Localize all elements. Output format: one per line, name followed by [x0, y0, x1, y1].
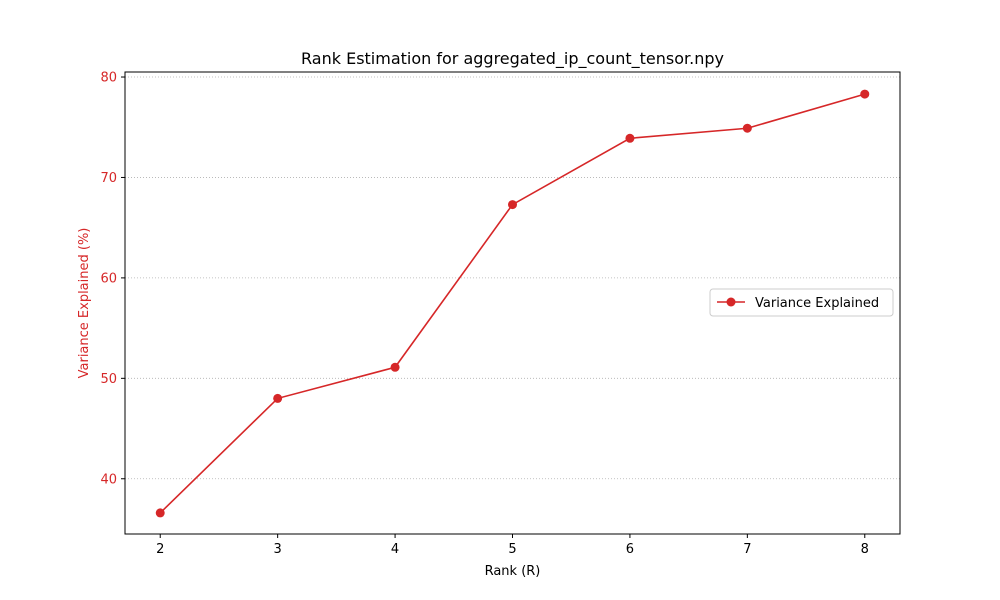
y-tick-label: 50	[100, 372, 117, 387]
y-tick-label: 40	[100, 472, 117, 487]
y-tick-layer: 40 50 60 70 80	[100, 71, 125, 487]
x-tick-label: 5	[508, 542, 516, 557]
data-point	[625, 133, 635, 143]
x-tick-label: 3	[274, 542, 282, 557]
legend: Variance Explained	[709, 288, 894, 317]
y-axis-label: Variance Explained (%)	[77, 228, 92, 379]
legend-label: Variance Explained	[755, 296, 879, 311]
x-tick-label: 2	[156, 542, 164, 557]
x-axis-label: Rank (R)	[485, 564, 541, 579]
data-point	[155, 508, 165, 518]
legend-marker-swatch	[726, 297, 736, 307]
data-point	[860, 89, 870, 99]
y-tick-label: 60	[100, 271, 117, 286]
legend-box	[709, 288, 894, 317]
series-layer	[155, 89, 870, 518]
data-point	[742, 123, 752, 133]
y-tick-label: 80	[100, 71, 117, 86]
chart-title: Rank Estimation for aggregated_ip_count_…	[301, 49, 724, 69]
x-tick-label: 8	[861, 542, 869, 557]
grid-layer	[125, 76, 900, 480]
data-point	[508, 200, 517, 210]
x-tick-label: 6	[626, 542, 634, 557]
data-point	[273, 393, 283, 403]
x-tick-layer: 2 3 4 5 6 7 8	[156, 534, 869, 557]
x-tick-label: 4	[391, 542, 399, 557]
x-tick-label: 7	[743, 542, 751, 557]
data-point	[390, 362, 400, 372]
y-tick-label: 70	[100, 171, 117, 186]
